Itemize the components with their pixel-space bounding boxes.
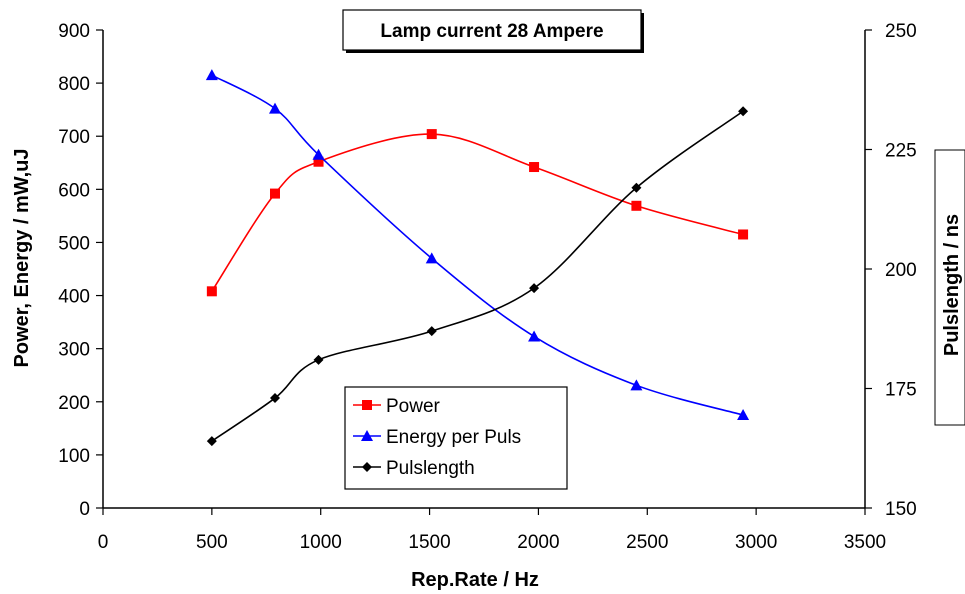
y-tick-label: 300 xyxy=(58,340,90,361)
legend-power-label: Power xyxy=(386,396,441,417)
x-tick-label: 0 xyxy=(98,532,109,553)
x-tick-label: 3500 xyxy=(844,532,886,553)
pulslength-point xyxy=(426,326,437,337)
pulslength-point xyxy=(206,436,217,447)
y-tick-label: 900 xyxy=(58,21,90,42)
x-tick-label: 500 xyxy=(196,532,228,553)
energy-per-puls-point xyxy=(312,148,325,160)
y2-tick-label: 200 xyxy=(885,260,917,281)
power-point xyxy=(529,162,540,173)
x-tick-label: 1500 xyxy=(408,532,450,553)
chart-title: Lamp current 28 Ampere xyxy=(342,9,644,53)
y-tick-label: 0 xyxy=(79,499,90,520)
energy-per-puls-point xyxy=(268,102,281,114)
pulslength-point xyxy=(269,393,280,404)
y-tick-label: 600 xyxy=(58,180,90,201)
power-point xyxy=(206,286,217,297)
legend-energy-per-puls-marker xyxy=(361,430,373,441)
pulslength-point xyxy=(529,283,540,294)
power-point xyxy=(426,129,437,140)
legend-box xyxy=(344,386,568,490)
power-line xyxy=(211,133,744,292)
y-tick-label: 700 xyxy=(58,127,90,148)
pulslength-point xyxy=(738,106,749,117)
energy-per-puls-line xyxy=(211,74,744,416)
y-tick-label: 200 xyxy=(58,393,90,414)
energy-per-puls-point xyxy=(425,252,438,264)
legend-pulslength-label: Pulslength xyxy=(386,458,475,479)
chart-title-text: Lamp current 28 Ampere xyxy=(380,21,603,42)
axis-ticks: 0 500 1000 1500 2000 2500 3000 3500 0 100 200 300 40… xyxy=(58,21,916,553)
y-tick-label: 100 xyxy=(58,446,90,467)
power-point xyxy=(631,200,642,211)
legend-power-marker xyxy=(362,400,372,410)
pulslength-point xyxy=(313,354,324,365)
x-tick-label: 2500 xyxy=(626,532,668,553)
y2-tick-label: 150 xyxy=(885,499,917,520)
x-tick-label: 1000 xyxy=(300,532,342,553)
legend-energy-per-puls-label: Energy per Puls xyxy=(386,427,521,448)
y2-tick-label: 250 xyxy=(885,21,917,42)
pulslength-point xyxy=(631,182,642,193)
power-point xyxy=(313,156,324,167)
right-axis-title-text: Pulslength / ns xyxy=(941,214,963,356)
y-tick-label: 500 xyxy=(58,233,90,254)
right-axis-title: Pulslength / ns xyxy=(934,149,965,426)
x-tick-label: 2000 xyxy=(517,532,559,553)
energy-per-puls-point xyxy=(737,409,750,421)
x-tick-label: 3000 xyxy=(735,532,777,553)
y2-tick-label: 175 xyxy=(885,380,917,401)
series-layer xyxy=(205,69,750,447)
y-tick-label: 400 xyxy=(58,287,90,308)
y-axis-title: Power, Energy / mW,uJ xyxy=(11,149,33,368)
y2-tick-label: 225 xyxy=(885,141,917,162)
power-point xyxy=(269,188,280,199)
y-tick-label: 800 xyxy=(58,74,90,95)
x-axis-title: Rep.Rate / Hz xyxy=(411,569,539,591)
energy-per-puls-point xyxy=(630,379,643,391)
energy-per-puls-point xyxy=(528,330,541,342)
legend: Power Energy per Puls Pulslength xyxy=(344,386,568,490)
power-point xyxy=(738,229,749,240)
energy-per-puls-point xyxy=(205,69,218,81)
legend-pulslength-marker xyxy=(362,462,372,472)
